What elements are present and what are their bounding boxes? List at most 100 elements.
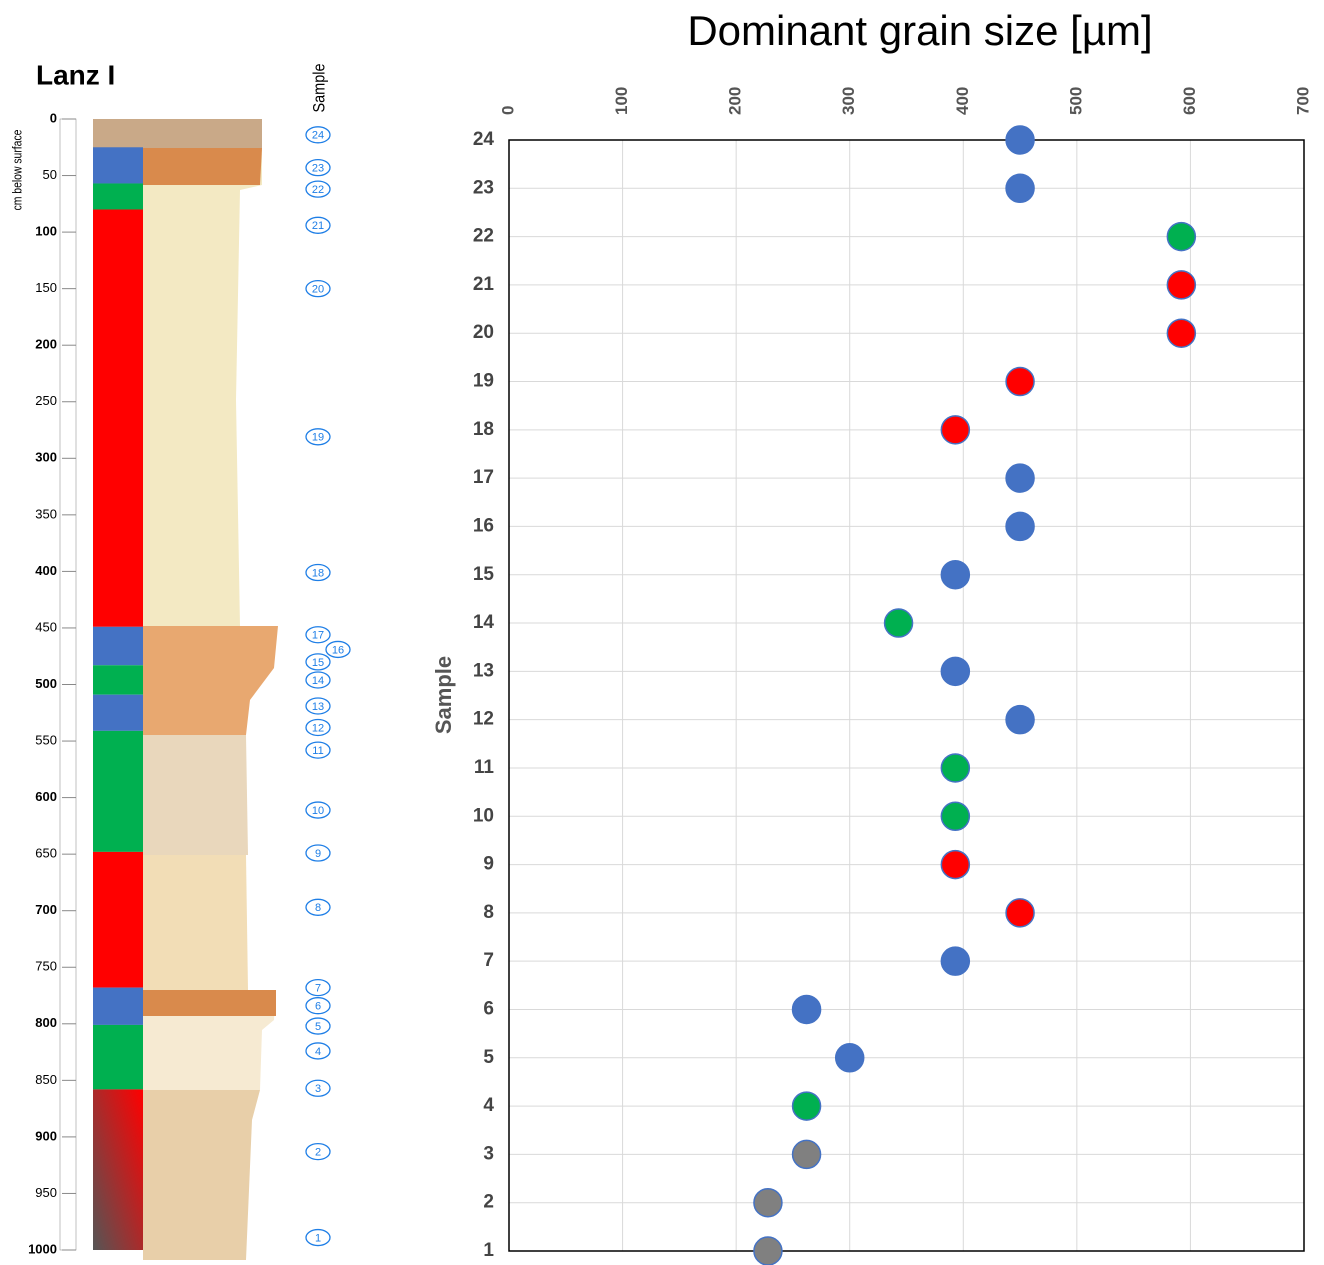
sample-label: 16	[332, 644, 344, 656]
y-tick-label: 7	[483, 950, 494, 971]
layer	[93, 988, 143, 1025]
data-point	[941, 802, 969, 830]
y-tick-label: 22	[473, 226, 494, 247]
data-point	[941, 947, 969, 975]
depth-tick-label: 250	[35, 393, 57, 408]
y-tick-label: 17	[473, 467, 494, 488]
layer	[93, 209, 143, 626]
sample-label: 10	[312, 805, 324, 817]
depth-tick-label: 750	[35, 959, 57, 974]
y-tick-label: 10	[473, 805, 494, 826]
y-tick-label: 5	[483, 1047, 494, 1068]
sample-label: 21	[312, 220, 324, 232]
depth-tick-label: 50	[43, 167, 57, 182]
profile-title: Lanz I	[36, 59, 115, 90]
layer	[93, 695, 143, 731]
layer	[93, 665, 143, 694]
chart-title: Dominant grain size [µm]	[687, 7, 1152, 54]
y-tick-label: 11	[474, 757, 495, 778]
sample-label: 6	[315, 1001, 321, 1013]
depth-tick-label: 200	[35, 337, 57, 352]
y-tick-label: 18	[473, 419, 494, 440]
depth-tick-label: 300	[35, 450, 57, 465]
layer	[93, 1089, 143, 1250]
data-point	[1006, 464, 1034, 492]
y-tick-label: 16	[473, 515, 494, 536]
sample-label: 7	[315, 983, 321, 995]
layer	[93, 183, 143, 209]
figure: Lanz Icm below surfaceSample050100150200…	[0, 0, 1324, 1265]
data-point	[941, 561, 969, 589]
sample-label: 17	[312, 630, 324, 642]
data-point	[1006, 706, 1034, 734]
x-tick-label: 500	[1066, 87, 1085, 115]
depth-tick-label: 800	[35, 1015, 57, 1030]
depth-tick-label: 150	[35, 280, 57, 295]
sample-label: 20	[312, 284, 324, 296]
data-point	[1167, 319, 1195, 347]
data-point	[793, 995, 821, 1023]
depth-tick-label: 1000	[28, 1241, 57, 1256]
y-tick-label: 2	[483, 1192, 494, 1213]
sample-label: 5	[315, 1021, 321, 1033]
depth-tick-label: 900	[35, 1128, 57, 1143]
data-point	[793, 1140, 821, 1168]
sample-label: 13	[312, 701, 324, 713]
sample-label: 22	[312, 184, 324, 196]
layer	[93, 147, 143, 183]
y-tick-label: 15	[473, 564, 495, 585]
sample-label: 3	[315, 1083, 321, 1095]
y-tick-label: 12	[473, 709, 494, 730]
y-tick-label: 9	[483, 854, 494, 875]
data-point	[941, 754, 969, 782]
sample-label: 11	[312, 745, 323, 757]
sample-label: 15	[312, 657, 324, 669]
y-tick-label: 14	[473, 612, 495, 633]
data-point	[941, 657, 969, 685]
sample-axis-label: Sample	[310, 63, 328, 112]
layer	[93, 731, 143, 852]
x-tick-label: 0	[498, 106, 517, 115]
data-point	[1167, 271, 1195, 299]
plot-frame	[509, 140, 1304, 1251]
sample-label: 12	[312, 722, 324, 734]
data-point	[1006, 126, 1034, 154]
depth-tick-label: 650	[35, 846, 57, 861]
x-tick-label: 400	[953, 87, 972, 115]
sample-label: 19	[312, 432, 324, 444]
depth-tick-label: 450	[35, 619, 57, 634]
depth-tick-label: 500	[35, 676, 57, 691]
sample-label: 1	[315, 1232, 321, 1244]
data-point	[754, 1189, 782, 1217]
y-tick-label: 3	[483, 1143, 494, 1164]
sample-label: 8	[315, 902, 321, 914]
data-point	[1006, 512, 1034, 540]
sample-label: 14	[312, 675, 324, 687]
sample-label: 18	[312, 567, 324, 579]
sample-label: 4	[315, 1046, 321, 1058]
depth-tick-label: 850	[35, 1072, 57, 1087]
data-point	[1006, 368, 1034, 396]
y-tick-label: 19	[473, 371, 494, 392]
depth-tick-label: 0	[50, 110, 57, 125]
y-tick-label: 20	[473, 322, 494, 343]
data-point	[793, 1092, 821, 1120]
data-point	[1006, 174, 1034, 202]
data-point	[885, 609, 913, 637]
data-point	[941, 416, 969, 444]
x-tick-label: 200	[726, 87, 745, 115]
x-tick-label: 700	[1293, 87, 1312, 115]
layer	[93, 627, 143, 665]
y-tick-label: 1	[483, 1240, 494, 1261]
sample-label: 2	[315, 1147, 321, 1159]
y-tick-label: 6	[483, 998, 494, 1019]
y-tick-label: 13	[473, 660, 494, 681]
y-tick-label: 8	[483, 902, 494, 923]
layer	[93, 1025, 143, 1089]
y-tick-label: 23	[473, 177, 494, 198]
sample-label: 9	[315, 848, 321, 860]
y-axis-label: Sample	[431, 656, 456, 734]
x-tick-label: 100	[612, 87, 631, 115]
data-point	[941, 851, 969, 879]
y-tick-label: 24	[473, 129, 495, 150]
